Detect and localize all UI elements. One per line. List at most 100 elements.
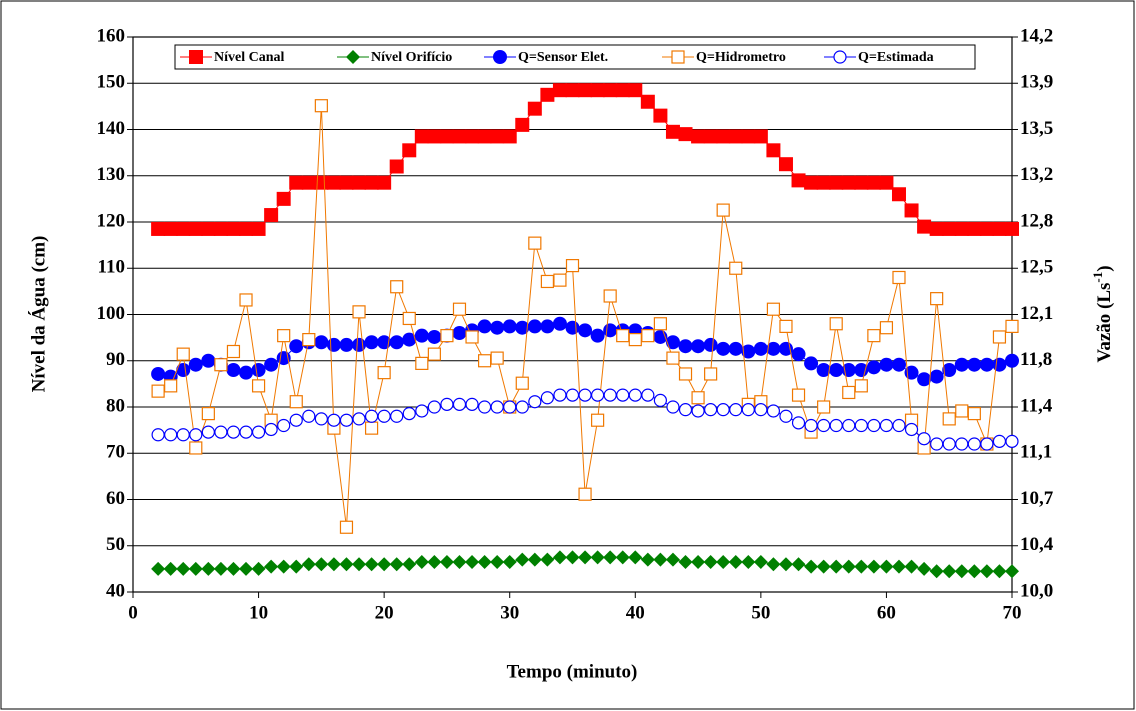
marker — [565, 550, 580, 565]
marker — [301, 175, 316, 190]
marker — [691, 129, 706, 144]
marker — [553, 388, 567, 402]
marker — [628, 83, 643, 98]
marker — [402, 332, 417, 347]
marker — [151, 428, 165, 442]
marker — [992, 221, 1007, 236]
marker — [213, 221, 228, 236]
marker — [565, 320, 580, 335]
x-tick-label: 0 — [128, 602, 138, 623]
marker — [929, 369, 944, 384]
marker — [866, 360, 881, 375]
marker — [239, 221, 254, 236]
marker — [528, 236, 542, 250]
marker — [841, 559, 856, 574]
x-tick-label: 60 — [877, 602, 896, 623]
marker — [364, 409, 379, 423]
y2-axis-label: Vazão (Ls-1) — [1090, 265, 1115, 362]
marker — [779, 319, 793, 333]
marker — [703, 554, 718, 569]
y2-axis-label-part: Vazão (Ls — [1094, 283, 1115, 363]
y2-tick-label: 13,2 — [1020, 164, 1053, 185]
marker — [427, 347, 441, 361]
marker — [879, 357, 894, 372]
marker — [603, 550, 618, 565]
marker — [1005, 319, 1019, 333]
marker — [829, 559, 844, 574]
marker — [502, 319, 517, 334]
marker — [779, 409, 793, 423]
marker — [302, 409, 316, 423]
marker — [816, 559, 831, 574]
marker — [402, 143, 417, 158]
marker — [201, 425, 215, 439]
y-tick-label: 80 — [106, 395, 125, 416]
marker — [201, 407, 215, 421]
marker — [377, 366, 391, 380]
marker — [440, 397, 454, 411]
marker — [477, 129, 492, 144]
marker — [967, 437, 981, 451]
marker — [979, 221, 994, 236]
marker — [791, 173, 806, 188]
marker — [867, 329, 881, 343]
marker — [339, 413, 354, 427]
marker — [364, 335, 379, 350]
marker — [352, 412, 366, 426]
marker — [276, 559, 291, 574]
marker — [578, 83, 593, 98]
marker — [741, 344, 756, 359]
marker — [778, 157, 793, 172]
marker — [390, 280, 404, 294]
y2-tick-label: 11,1 — [1020, 442, 1052, 463]
marker — [678, 403, 693, 417]
marker — [653, 108, 668, 123]
marker — [264, 208, 279, 223]
marker — [616, 329, 630, 343]
marker — [728, 554, 743, 569]
marker — [151, 366, 166, 381]
marker — [804, 356, 819, 371]
marker — [163, 221, 178, 236]
marker — [666, 400, 680, 414]
marker — [565, 83, 580, 98]
marker — [741, 554, 756, 569]
y2-axis-label-part: ) — [1094, 265, 1115, 271]
marker — [829, 418, 843, 433]
marker — [967, 357, 982, 372]
marker — [578, 323, 593, 338]
marker — [942, 437, 956, 451]
marker — [226, 561, 241, 576]
marker — [753, 554, 768, 569]
x-tick-label: 20 — [375, 602, 394, 623]
marker — [979, 564, 994, 579]
marker — [465, 554, 480, 569]
marker — [716, 129, 731, 144]
marker — [527, 319, 542, 334]
marker — [704, 367, 718, 381]
y-tick-label: 50 — [106, 534, 125, 555]
marker — [816, 363, 831, 377]
marker — [414, 129, 429, 144]
marker — [791, 416, 806, 430]
marker — [703, 129, 718, 144]
marker — [364, 175, 379, 190]
marker — [201, 561, 216, 576]
marker — [540, 552, 555, 567]
marker — [251, 221, 266, 236]
marker — [678, 127, 693, 142]
marker — [728, 129, 743, 144]
marker — [628, 550, 643, 565]
marker — [176, 363, 191, 377]
marker — [176, 428, 190, 442]
y-axis-label: Nível da Água (cm) — [27, 236, 49, 393]
marker — [766, 557, 781, 572]
marker — [214, 358, 228, 372]
marker — [289, 395, 303, 409]
marker — [251, 379, 266, 393]
marker — [929, 564, 944, 579]
marker — [603, 83, 618, 98]
marker — [277, 418, 291, 433]
y-tick-label: 90 — [106, 349, 125, 370]
marker — [314, 175, 329, 190]
